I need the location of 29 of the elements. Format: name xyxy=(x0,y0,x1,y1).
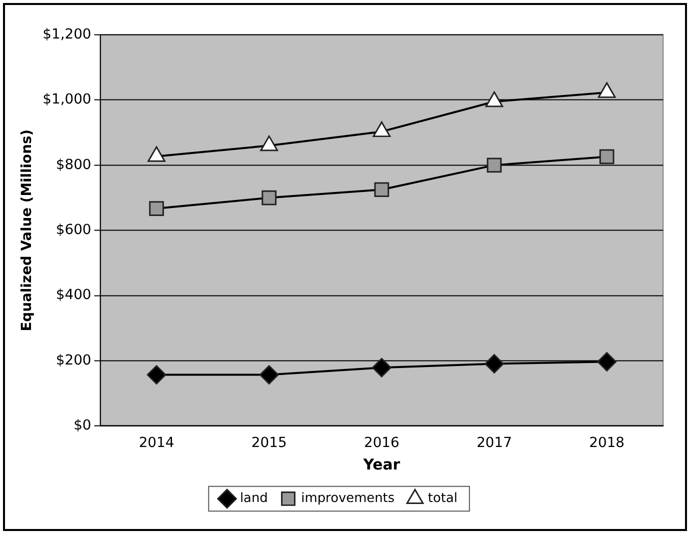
y-tick-label: $400 xyxy=(56,287,92,304)
point xyxy=(260,135,278,152)
point xyxy=(484,354,504,374)
y-tick-label: $1,200 xyxy=(42,26,92,42)
legend-label: land xyxy=(240,491,268,506)
x-tick-label: 2017 xyxy=(476,434,512,451)
point xyxy=(148,146,166,162)
point xyxy=(372,358,392,378)
y-tick-label: $800 xyxy=(56,156,92,173)
y-tick-label: $200 xyxy=(56,352,92,368)
x-axis-title: Year xyxy=(362,455,401,474)
point xyxy=(149,201,164,216)
point xyxy=(597,352,617,372)
x-tick-label: 2018 xyxy=(589,434,625,451)
point xyxy=(372,121,391,138)
x-tick-label: 2015 xyxy=(251,434,287,451)
x-tick-label: 2016 xyxy=(364,434,400,451)
point xyxy=(485,91,504,108)
y-tick-label: $0 xyxy=(74,418,92,434)
x-tick-label: 2014 xyxy=(138,434,174,451)
point xyxy=(598,82,616,98)
y-tick-label: $1,000 xyxy=(42,92,92,108)
point xyxy=(262,190,277,206)
point xyxy=(146,365,166,384)
y-axis-title: Equalized Value (Millions) xyxy=(18,129,35,332)
point xyxy=(259,365,279,384)
legend-label: total xyxy=(428,491,458,506)
y-tick-label: $600 xyxy=(56,222,92,238)
legend-label: improvements xyxy=(301,491,395,506)
